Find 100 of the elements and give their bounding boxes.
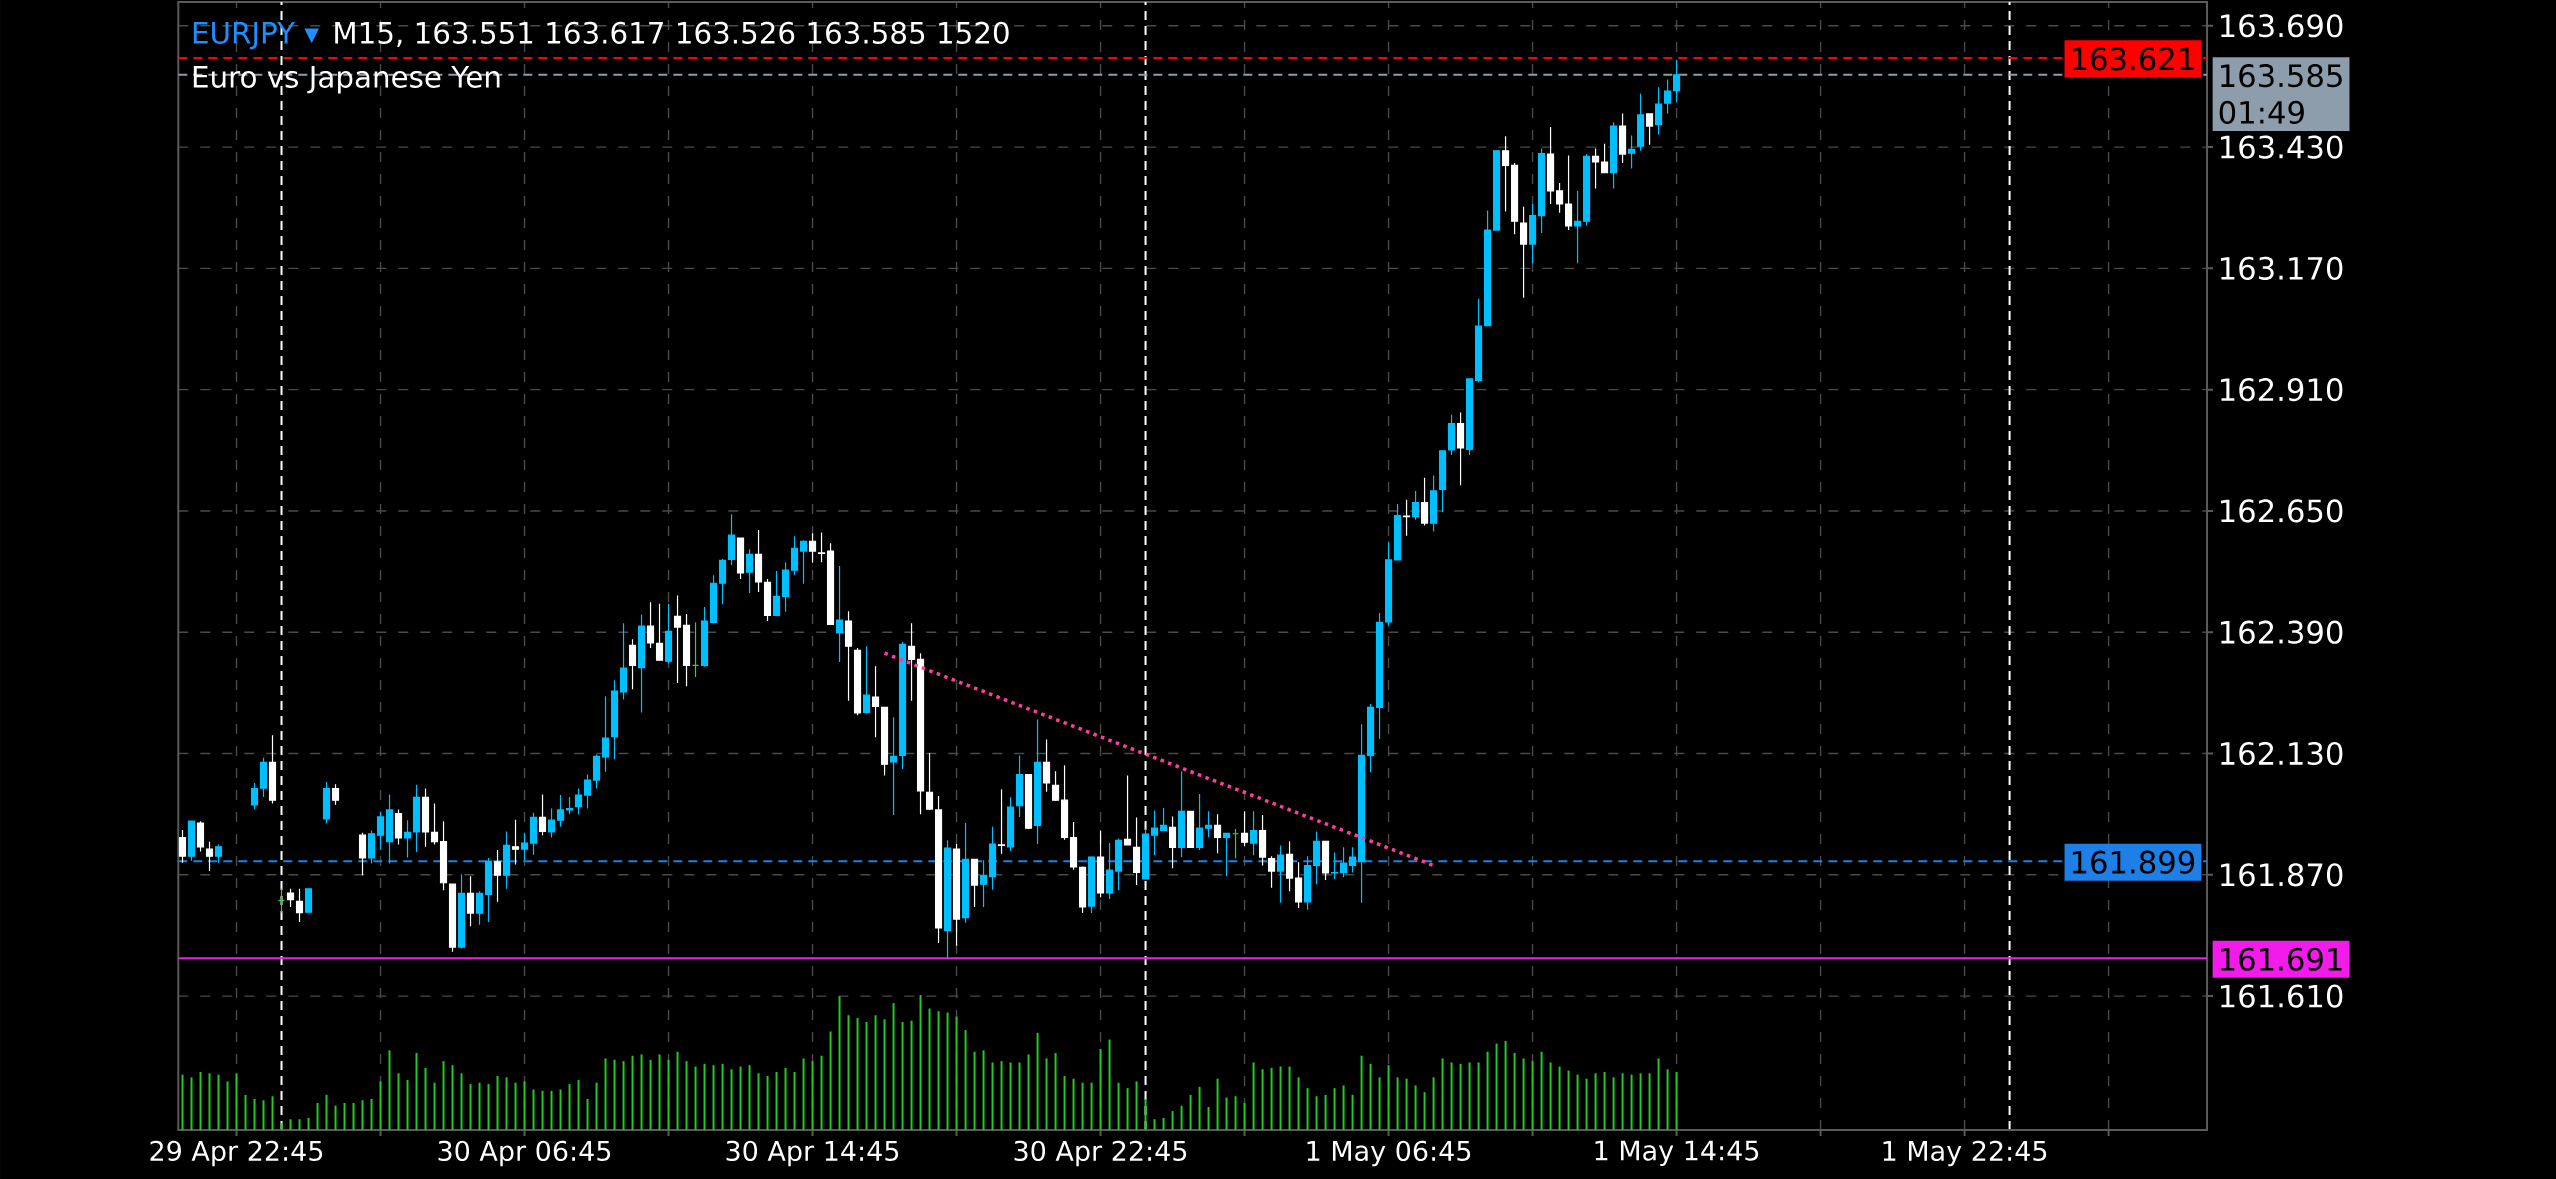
bar: [721, 1063, 724, 1130]
candlestick: [1186, 810, 1195, 848]
bar: [316, 1102, 319, 1130]
bar: [1423, 1092, 1426, 1130]
bar: [910, 1020, 913, 1130]
candlestick: [1492, 150, 1501, 231]
candlestick: [1294, 861, 1303, 909]
candlestick: [1258, 814, 1267, 867]
bar: [982, 1050, 985, 1130]
y-tick-label: 163.170: [2221, 256, 2343, 280]
bar: [1351, 1094, 1354, 1130]
bar: [1342, 1085, 1345, 1130]
candlestick: [1393, 503, 1402, 561]
bar: [667, 1059, 670, 1130]
bar: [883, 1019, 886, 1130]
bar: [235, 1073, 238, 1130]
bar: [1666, 1069, 1669, 1130]
candlestick: [556, 794, 565, 828]
candlestick: [493, 849, 502, 903]
candlestick: [538, 793, 547, 836]
candlestick: [754, 529, 763, 593]
bar: [181, 1074, 184, 1130]
candlestick: [907, 622, 916, 702]
candlestick: [1006, 796, 1015, 852]
candlestick: [1033, 718, 1042, 845]
bar: [451, 1065, 454, 1130]
bar: [325, 1094, 328, 1130]
candlestick: [1610, 121, 1618, 190]
bar: [1234, 1096, 1237, 1130]
bar: [874, 1015, 877, 1130]
bar: [253, 1098, 256, 1130]
bar: [658, 1054, 661, 1130]
bar: [1405, 1078, 1408, 1130]
bar: [1162, 1117, 1165, 1130]
bar: [1189, 1094, 1192, 1130]
candlestick: [844, 610, 853, 702]
bar: [541, 1090, 544, 1130]
bar: [1225, 1097, 1228, 1130]
candlestick: [1114, 837, 1123, 891]
bar: [1081, 1082, 1084, 1130]
bar: [559, 1089, 562, 1130]
candlestick: [988, 826, 997, 891]
x-tick-label: 30 Apr 22:45: [1014, 1140, 1187, 1167]
candlestick: [673, 594, 682, 684]
text: 01:49: [2219, 100, 2304, 124]
candlestick: [835, 565, 844, 663]
bar: [1603, 1071, 1606, 1130]
candlestick: [1474, 298, 1483, 383]
candlestick: [808, 532, 817, 564]
bar: [514, 1082, 517, 1130]
bar: [892, 1003, 895, 1130]
bar: [1090, 1082, 1093, 1130]
bar: [1270, 1067, 1273, 1130]
bar: [280, 1123, 283, 1130]
candlestick: [979, 859, 988, 908]
candlestick: [1664, 78, 1672, 115]
bar: [469, 1084, 472, 1130]
candlestick: [817, 531, 826, 563]
candlestick: [1339, 846, 1348, 878]
bar: [1279, 1066, 1282, 1130]
bar: [478, 1082, 481, 1130]
candlestick: [727, 513, 736, 566]
bar: [1450, 1062, 1453, 1130]
candlestick: [376, 811, 385, 851]
bar: [1531, 1061, 1534, 1130]
bar: [1612, 1077, 1615, 1130]
bar: [1495, 1043, 1498, 1130]
candlestick: [1447, 414, 1456, 456]
bar: [1009, 1062, 1012, 1130]
bar: [1117, 1082, 1120, 1130]
candlestick: [592, 753, 601, 790]
candlestick: [1177, 770, 1186, 858]
bar: [1432, 1077, 1435, 1130]
bar: [1144, 1098, 1147, 1130]
bar: [811, 1061, 814, 1130]
candlestick: [1348, 846, 1357, 874]
candlestick: [1168, 815, 1177, 869]
candlestick: [1519, 206, 1528, 299]
bar: [271, 1096, 274, 1130]
bar: [1126, 1088, 1129, 1130]
x-tick-label: 30 Apr 06:45: [438, 1140, 611, 1167]
bar: [757, 1073, 760, 1130]
bar: [901, 1021, 904, 1130]
candlestick: [952, 843, 961, 947]
bar: [433, 1082, 436, 1130]
bar: [1306, 1088, 1309, 1130]
bar: [577, 1080, 580, 1130]
candlestick: [1321, 840, 1330, 881]
bar: [190, 1077, 193, 1130]
candlestick: [1546, 126, 1555, 205]
bar: [226, 1081, 229, 1130]
bar: [613, 1059, 616, 1130]
candlestick: [430, 802, 439, 846]
bar: [1243, 1102, 1246, 1130]
candlestick: [763, 578, 772, 622]
candlestick: [1591, 147, 1600, 190]
x-tick-label: 1 May 14:45: [1595, 1140, 1759, 1166]
candlestick: [1078, 865, 1087, 914]
candlestick: [1538, 147, 1546, 234]
bar: [919, 994, 922, 1130]
